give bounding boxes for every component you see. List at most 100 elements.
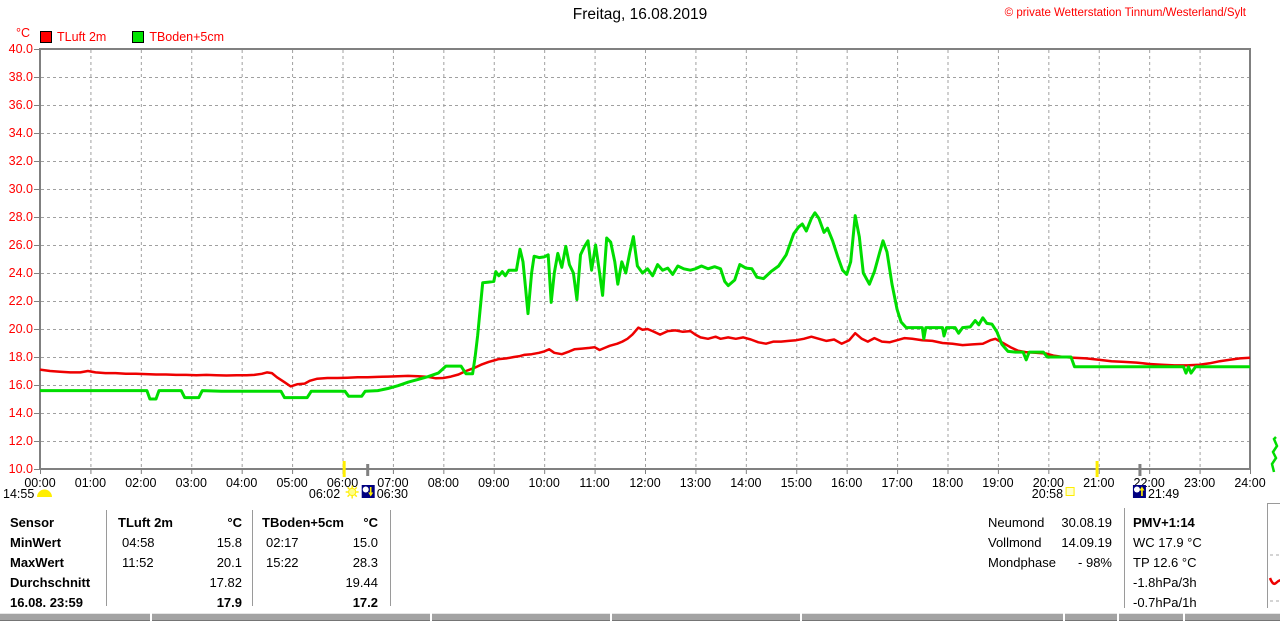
table-separator <box>1124 508 1125 608</box>
tboden-last-value: 17.2 <box>352 595 378 610</box>
tluft-color-swatch <box>40 31 52 43</box>
svg-text:23:00: 23:00 <box>1184 476 1215 490</box>
svg-text:09:00: 09:00 <box>478 476 509 490</box>
pmv-value: PMV+1:14 <box>1133 515 1195 530</box>
tboden-legend-label: TBoden+5cm <box>149 30 225 44</box>
svg-text:40.0: 40.0 <box>9 42 33 56</box>
svg-text:21:49: 21:49 <box>1148 487 1179 501</box>
status-bar-segment <box>612 613 800 621</box>
temperature-chart: 10.0 12.0 14.0 16.0 18.0 20.0 22.0 24.0 26.0 28.0… <box>3 42 1266 501</box>
sunset-square-icon <box>1065 487 1075 496</box>
tluft-min-value: 15.8 <box>216 535 242 550</box>
sunrise-sun-icon <box>345 485 359 499</box>
svg-text:15:00: 15:00 <box>781 476 812 490</box>
svg-text:34.0: 34.0 <box>9 126 33 140</box>
stats-tboden-header: TBoden+5cm <box>262 515 344 530</box>
table-separator <box>106 510 107 606</box>
vollmond-value: 14.09.19 <box>1061 535 1112 550</box>
svg-text:08:00: 08:00 <box>428 476 459 490</box>
mini-trend-red-line <box>1268 577 1280 586</box>
svg-text:11:00: 11:00 <box>579 476 609 490</box>
tluft-legend-label: TLuft 2m <box>57 30 107 44</box>
neumond-label: Neumond <box>988 515 1045 530</box>
svg-text:18:00: 18:00 <box>932 476 963 490</box>
legend: TLuft 2m TBoden+5cm <box>40 30 250 44</box>
mondphase-label: Mondphase <box>988 555 1056 570</box>
page-title: Freitag, 16.08.2019 <box>572 6 708 23</box>
svg-text:03:00: 03:00 <box>176 476 207 490</box>
legend-item-tluft: TLuft 2m <box>40 30 106 44</box>
svg-text:05:00: 05:00 <box>276 476 307 490</box>
svg-text:30.0: 30.0 <box>9 182 33 196</box>
status-bar-segment <box>152 613 430 621</box>
stats-row-label: Durchschnitt <box>10 575 91 590</box>
svg-text:32.0: 32.0 <box>9 154 33 168</box>
svg-text:16.0: 16.0 <box>9 378 33 392</box>
svg-text:06:02: 06:02 <box>309 487 340 501</box>
status-bar <box>0 613 1280 621</box>
status-bar-segment <box>802 613 1063 621</box>
tboden-min-value: 15.0 <box>352 535 378 550</box>
svg-text:24:00: 24:00 <box>1234 476 1265 490</box>
svg-text:28.0: 28.0 <box>9 210 33 224</box>
svg-text:16:00: 16:00 <box>831 476 862 490</box>
svg-text:20.0: 20.0 <box>9 322 33 336</box>
svg-text:19:00: 19:00 <box>982 476 1013 490</box>
stats-row-label: MaxWert <box>10 555 64 570</box>
legend-item-tboden: TBoden+5cm <box>132 30 224 44</box>
svg-text:07:00: 07:00 <box>377 476 408 490</box>
pressure-trend-3h: -1.8hPa/3h <box>1133 575 1197 590</box>
pressure-trend-1h: -0.7hPa/1h <box>1133 595 1197 610</box>
tluft-max-time: 11:52 <box>122 555 154 570</box>
stats-tboden-unit: °C <box>363 515 378 530</box>
status-bar-segment <box>1185 613 1280 621</box>
stats-row-label: MinWert <box>10 535 62 550</box>
svg-text:02:00: 02:00 <box>125 476 156 490</box>
status-bar-segment <box>1119 613 1183 621</box>
y-axis-labels: 10.0 12.0 14.0 16.0 18.0 20.0 22.0 24.0 26.0 28.0… <box>9 42 33 476</box>
tluft-min-time: 04:58 <box>122 535 155 550</box>
stats-tluft-unit: °C <box>227 515 242 530</box>
status-bar-segment <box>0 613 150 621</box>
svg-text:12:00: 12:00 <box>629 476 660 490</box>
svg-text:06:30: 06:30 <box>377 487 408 501</box>
windchill-value: WC 17.9 °C <box>1133 535 1202 550</box>
tboden-color-swatch <box>132 31 145 43</box>
tluft-max-value: 20.1 <box>216 555 242 570</box>
svg-text:04:00: 04:00 <box>226 476 257 490</box>
svg-text:22.0: 22.0 <box>9 294 33 308</box>
svg-text:36.0: 36.0 <box>9 98 33 112</box>
dewpoint-value: TP 12.6 °C <box>1133 555 1197 570</box>
tluft-avg-value: 17.82 <box>209 575 242 590</box>
svg-text:00:00: 00:00 <box>24 476 55 490</box>
mondphase-value: - 98% <box>1078 555 1112 570</box>
astro-markers: 14:55 06:02 06:30 20:58 21:49 <box>3 461 1179 501</box>
svg-text:06:00: 06:00 <box>327 476 358 490</box>
status-bar-segment <box>1065 613 1117 621</box>
svg-text:18.0: 18.0 <box>9 350 33 364</box>
svg-text:01:00: 01:00 <box>75 476 106 490</box>
svg-text:12.0: 12.0 <box>9 434 33 448</box>
table-separator <box>252 510 253 606</box>
sun-half-icon <box>37 489 52 497</box>
stats-col-header: Sensor <box>10 515 55 530</box>
axis-ticks <box>34 49 1251 474</box>
svg-text:24.0: 24.0 <box>9 266 33 280</box>
table-separator <box>390 510 391 606</box>
svg-text:14:00: 14:00 <box>730 476 761 490</box>
stats-tluft-header: TLuft 2m <box>118 515 173 530</box>
copyright-text: © private Wetterstation Tinnum/Westerlan… <box>1004 7 1246 19</box>
svg-text:10:00: 10:00 <box>529 476 560 490</box>
stats-last-timestamp: 16.08. 23:59 <box>10 595 84 610</box>
mini-trend-panel <box>1267 436 1280 608</box>
svg-text:20:58: 20:58 <box>1032 487 1063 501</box>
svg-text:17:00: 17:00 <box>881 476 912 490</box>
svg-text:26.0: 26.0 <box>9 238 33 252</box>
x-axis-labels: 00:00 01:00 02:00 03:00 04:00 05:00 06:00 07:00… <box>24 476 1265 490</box>
svg-text:14.0: 14.0 <box>9 406 33 420</box>
tluft-series-line <box>39 326 1251 388</box>
tboden-avg-value: 19.44 <box>345 575 378 590</box>
svg-text:20:00: 20:00 <box>1033 476 1064 490</box>
